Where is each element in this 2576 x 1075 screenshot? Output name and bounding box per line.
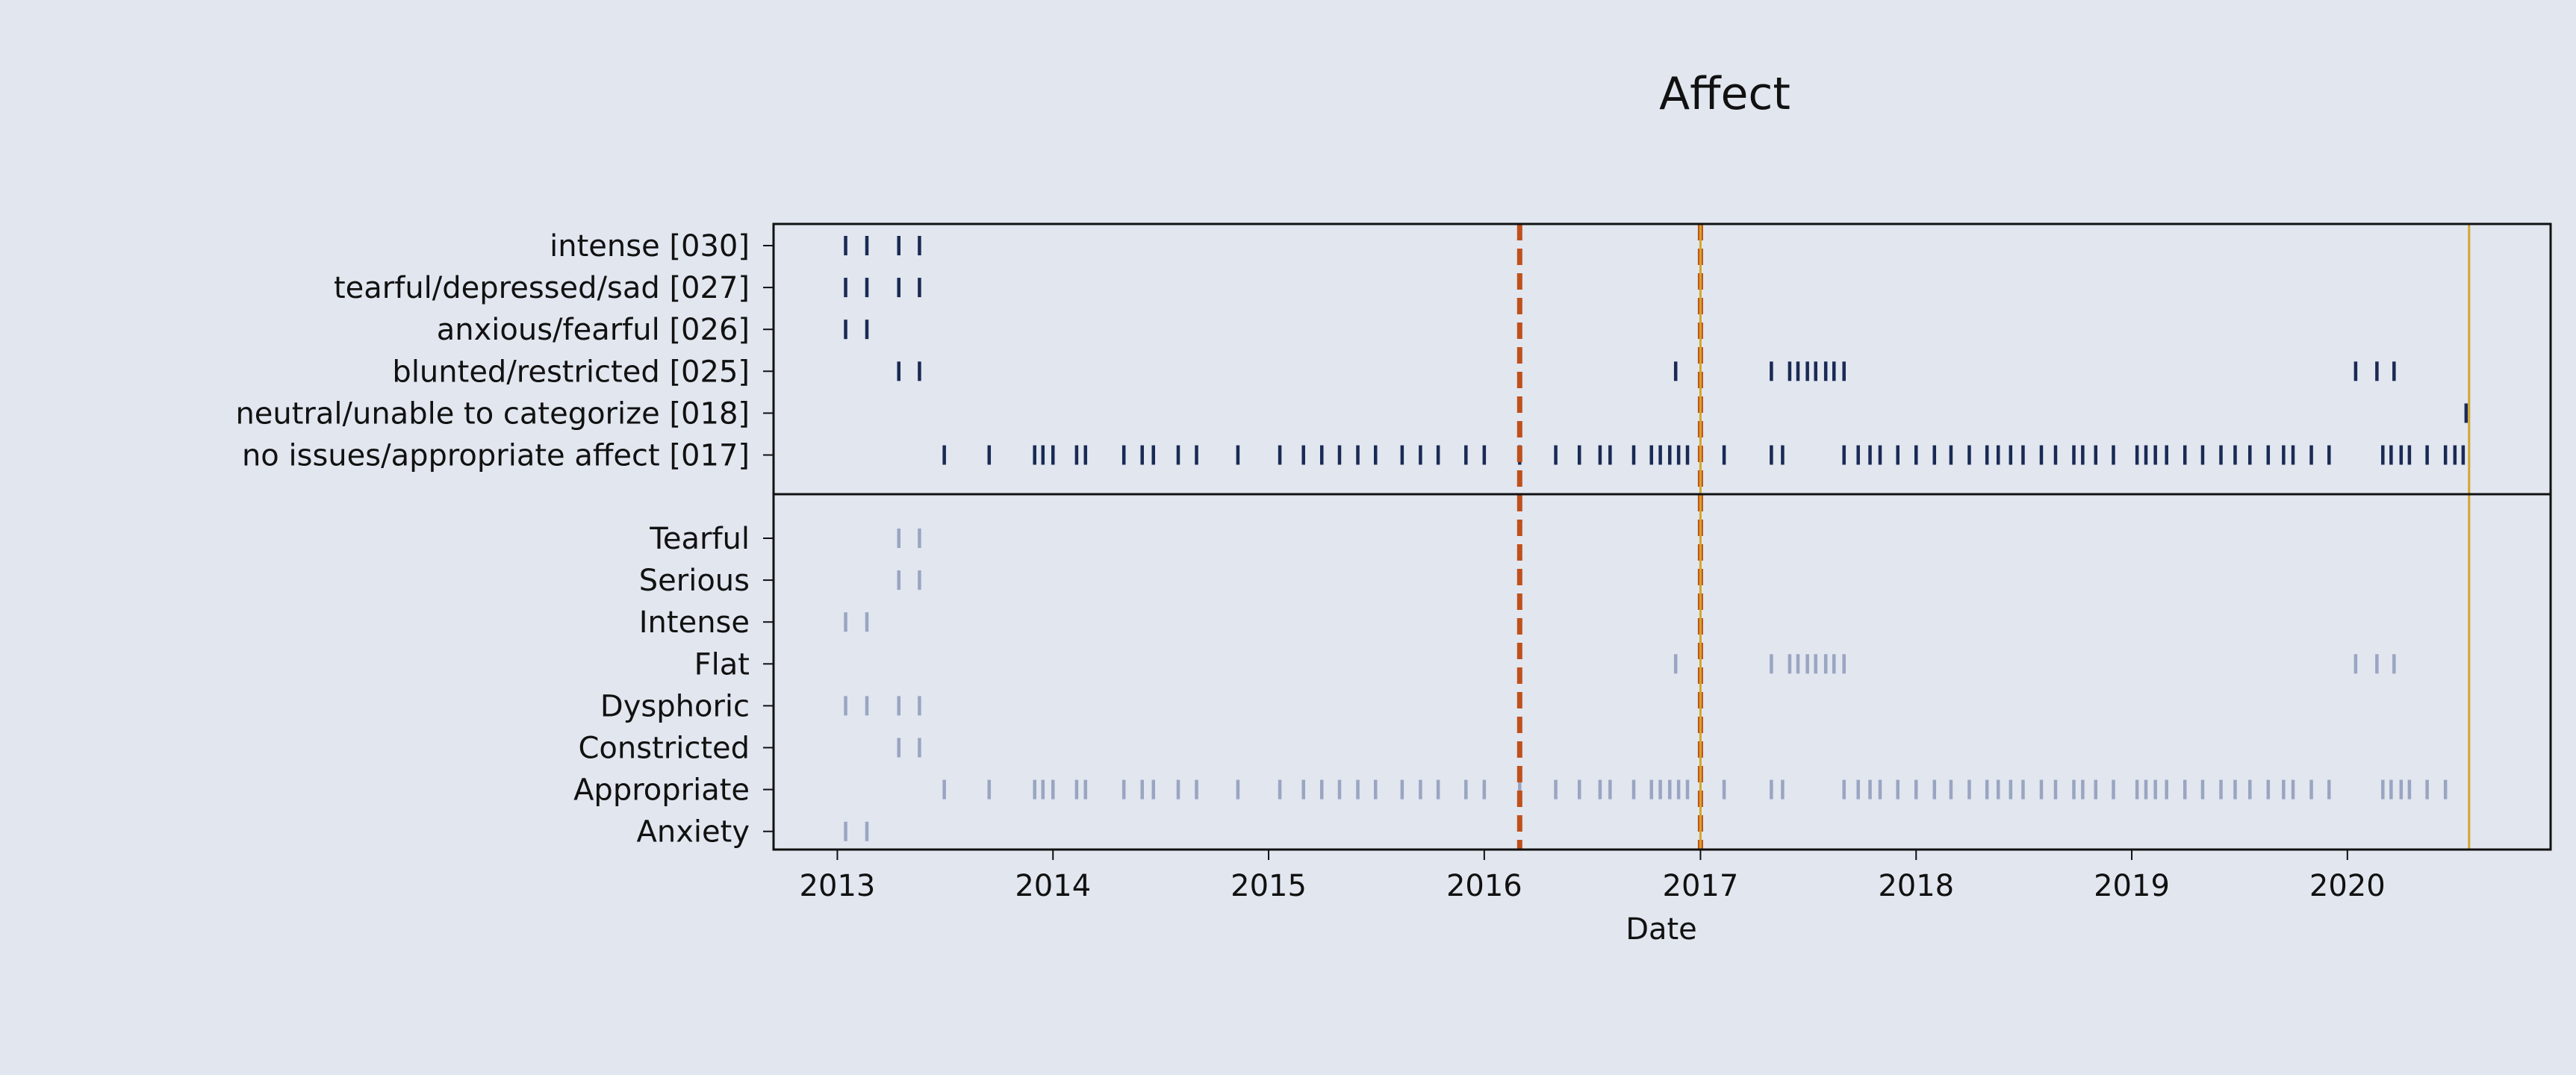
x-tick-label: 2017 xyxy=(1663,869,1739,903)
row-label-tearful-depressed-sad-027: tearful/depressed/sad [027] xyxy=(334,271,750,305)
row-label-appropriate: Appropriate xyxy=(573,773,750,808)
row-label-anxiety: Anxiety xyxy=(637,815,750,850)
row-labels: intense [030] tearful/depressed/sad [027]… xyxy=(235,229,774,850)
descriptors-panel-frame xyxy=(772,493,2552,851)
row-label-no-issues-appropriate-affect-017: no issues/appropriate affect [017] xyxy=(242,439,750,473)
x-tick-label: 2013 xyxy=(800,869,876,903)
plot-frame xyxy=(772,222,2552,851)
x-tick-label: 2019 xyxy=(2094,869,2170,903)
x-tick-label: 2016 xyxy=(1446,869,1522,903)
x-tick-label: 2018 xyxy=(1878,869,1954,903)
row-label-intense-030: intense [030] xyxy=(550,229,750,264)
row-label-constricted: Constricted xyxy=(578,732,750,766)
x-tick-label: 2014 xyxy=(1015,869,1091,903)
event-ticks xyxy=(844,236,2468,841)
row-label-tearful: Tearful xyxy=(649,522,750,556)
row-label-flat: Flat xyxy=(694,647,750,682)
x-axis: 2013 2014 2015 2016 2017 2018 2019 2020 xyxy=(800,850,2386,903)
row-label-dysphoric: Dysphoric xyxy=(600,689,750,723)
row-label-blunted-restricted-025: blunted/restricted [025] xyxy=(392,355,750,389)
chart-title: Affect xyxy=(1659,68,1791,120)
row-label-intense: Intense xyxy=(639,605,750,640)
x-tick-label: 2015 xyxy=(1231,869,1307,903)
x-tick-label: 2020 xyxy=(2309,869,2386,903)
x-axis-label: Date xyxy=(1625,912,1697,947)
row-label-anxious-fearful-026: anxious/fearful [026] xyxy=(437,313,750,347)
reference-lines xyxy=(1516,224,2471,850)
row-label-neutral-unable-to-categorize-018: neutral/unable to categorize [018] xyxy=(235,396,750,431)
row-label-serious: Serious xyxy=(639,564,750,598)
